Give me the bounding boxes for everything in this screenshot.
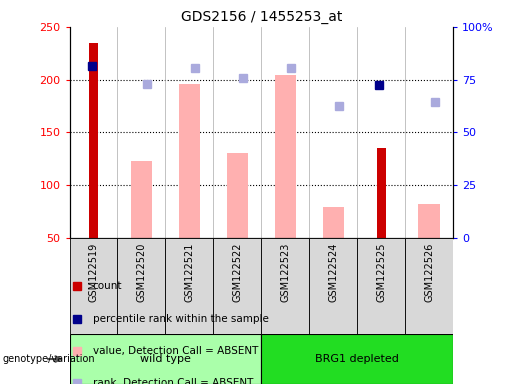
Text: count: count bbox=[93, 281, 122, 291]
Text: rank, Detection Call = ABSENT: rank, Detection Call = ABSENT bbox=[93, 378, 253, 384]
Text: GSM122522: GSM122522 bbox=[232, 243, 243, 302]
Bar bbox=[377, 148, 386, 238]
Text: GSM122519: GSM122519 bbox=[89, 243, 98, 302]
Text: percentile rank within the sample: percentile rank within the sample bbox=[93, 314, 268, 324]
Text: genotype/variation: genotype/variation bbox=[3, 354, 95, 364]
Bar bbox=[179, 84, 200, 238]
Bar bbox=[70, 238, 117, 334]
Bar bbox=[213, 238, 261, 334]
Title: GDS2156 / 1455253_at: GDS2156 / 1455253_at bbox=[181, 10, 342, 25]
Bar bbox=[405, 238, 453, 334]
Text: GSM122524: GSM122524 bbox=[328, 243, 338, 302]
Bar bbox=[227, 152, 248, 238]
Bar bbox=[261, 334, 453, 384]
Bar bbox=[165, 238, 213, 334]
Bar bbox=[261, 238, 310, 334]
Text: GSM122521: GSM122521 bbox=[184, 243, 195, 302]
Text: BRG1 depleted: BRG1 depleted bbox=[315, 354, 399, 364]
Bar bbox=[310, 238, 357, 334]
Bar bbox=[131, 161, 152, 238]
Bar bbox=[357, 238, 405, 334]
Text: value, Detection Call = ABSENT: value, Detection Call = ABSENT bbox=[93, 346, 258, 356]
Bar bbox=[322, 207, 344, 238]
Text: wild type: wild type bbox=[140, 354, 191, 364]
Bar bbox=[418, 204, 440, 238]
Text: GSM122525: GSM122525 bbox=[376, 243, 386, 302]
Text: GSM122526: GSM122526 bbox=[424, 243, 434, 302]
Bar bbox=[70, 334, 261, 384]
Text: GSM122520: GSM122520 bbox=[136, 243, 146, 302]
Bar bbox=[117, 238, 165, 334]
Bar bbox=[89, 43, 98, 238]
Bar bbox=[274, 76, 296, 238]
Text: GSM122523: GSM122523 bbox=[280, 243, 290, 302]
